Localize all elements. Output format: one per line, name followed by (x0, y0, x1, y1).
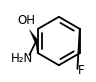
Text: F: F (78, 64, 85, 77)
Text: OH: OH (17, 14, 35, 27)
Text: H₂N: H₂N (11, 52, 33, 65)
Polygon shape (29, 30, 38, 42)
